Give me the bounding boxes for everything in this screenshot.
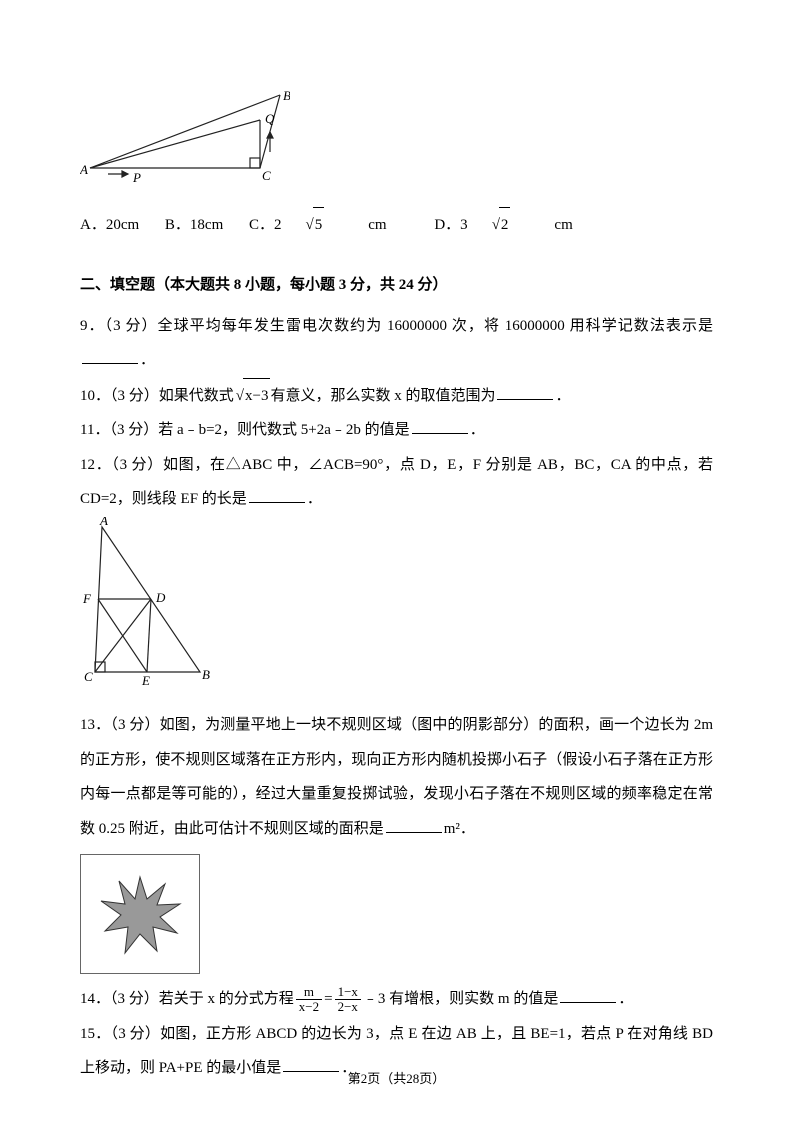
blank — [386, 816, 442, 833]
section-2-heading: 二、填空题（本大题共 8 小题，每小题 3 分，共 24 分） — [80, 268, 713, 303]
fraction-1: mx−2 — [296, 985, 322, 1015]
sqrt-x-minus-3: x−3 — [234, 378, 271, 414]
svg-text:B: B — [202, 667, 210, 682]
blank — [497, 383, 553, 400]
question-13: 13．（3 分）如图，为测量平地上一块不规则区域（图中的阴影部分）的面积，画一个… — [80, 708, 713, 846]
svg-text:P: P — [132, 170, 141, 185]
figure-q13 — [80, 854, 200, 974]
question-14: 14．（3 分）若关于 x 的分式方程mx−2=1−x2−x﹣3 有增根，则实数… — [80, 982, 713, 1017]
question-12: 12．（3 分）如图，在△ABC 中，∠ACB=90°，点 D，E，F 分别是 … — [80, 448, 713, 517]
blank — [249, 487, 305, 504]
figure-q8: B Q C A P — [80, 90, 713, 199]
page-footer: 第2页（共28页） — [0, 1064, 793, 1094]
star-shape-svg — [95, 869, 185, 959]
svg-text:A: A — [80, 162, 88, 177]
fraction-2: 1−x2−x — [335, 985, 361, 1015]
question-10: 10．（3 分）如果代数式x−3有意义，那么实数 x 的取值范围为． — [80, 378, 713, 414]
svg-text:C: C — [262, 168, 271, 183]
svg-text:Q: Q — [265, 111, 275, 126]
triangle-abc-def-svg: A B C D E F — [80, 517, 220, 687]
triangle-apbqc-svg: B Q C A P — [80, 90, 290, 185]
sqrt-2: 2 — [490, 207, 533, 243]
svg-text:E: E — [141, 673, 150, 687]
blank — [82, 348, 138, 365]
svg-text:C: C — [84, 669, 93, 684]
sqrt-5: 5 — [304, 207, 347, 243]
question-9: 9．（3 分）全球平均每年发生雷电次数约为 16000000 次，将 16000… — [80, 309, 713, 378]
svg-text:B: B — [283, 90, 290, 103]
svg-text:D: D — [155, 590, 166, 605]
q8-options: A．20cm B．18cm C．25cm D．32cm — [80, 207, 713, 243]
question-11: 11．（3 分）若 a﹣b=2，则代数式 5+2a﹣2b 的值是． — [80, 413, 713, 448]
figure-q12: A B C D E F — [80, 517, 713, 701]
svg-text:A: A — [99, 517, 108, 528]
q8-option-d: D．32cm — [434, 217, 594, 233]
blank — [560, 987, 616, 1004]
q8-option-a: A．20cm — [80, 217, 139, 233]
blank — [412, 418, 468, 435]
svg-text:F: F — [82, 591, 92, 606]
q8-option-c: C．25cm — [249, 217, 412, 233]
q8-option-b: B．18cm — [165, 217, 223, 233]
